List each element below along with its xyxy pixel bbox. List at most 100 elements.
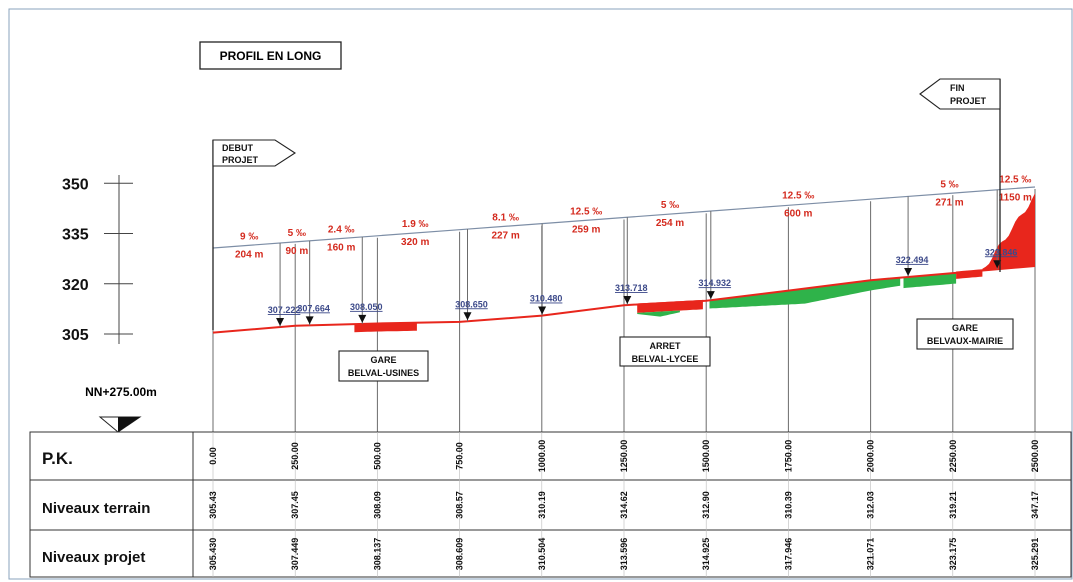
station-gare-belval-usines: GARE BELVAL-USINES <box>338 350 429 382</box>
projet-cell: 321.071 <box>866 538 876 571</box>
cut-area-main <box>709 278 901 309</box>
y-tick-label: 335 <box>62 227 89 244</box>
break-point-marker <box>993 260 1002 269</box>
pk-cell: 0.00 <box>208 447 218 465</box>
start-marker-line2: PROJET <box>222 155 259 165</box>
segment-length: 90 m <box>285 246 308 257</box>
terrain-cell: 307.45 <box>290 491 300 519</box>
station-label: GARE <box>952 323 978 333</box>
pk-cell: 2250.00 <box>948 440 958 473</box>
projet-cell: 313.596 <box>619 538 629 571</box>
break-point-marker <box>623 296 632 305</box>
terrain-cell: 305.43 <box>208 491 218 519</box>
break-point-elevation: 307.664 <box>297 303 330 313</box>
pk-cell: 1000.00 <box>537 440 547 473</box>
y-tick-label: 320 <box>62 277 89 294</box>
break-point-marker <box>305 316 314 325</box>
pk-cell: 1750.00 <box>783 440 793 473</box>
station-label2: BELVAUX-MAIRIE <box>927 336 1003 346</box>
terrain-cell: 308.09 <box>372 491 382 519</box>
projet-cell: 317.946 <box>783 538 793 571</box>
pk-cell: 500.00 <box>372 442 382 470</box>
fill-area-belval-usines <box>354 322 417 333</box>
datum-triangle-fill <box>118 417 140 432</box>
pk-cell: 2000.00 <box>866 440 876 473</box>
grade-value: 12.5 ‰ <box>999 174 1031 185</box>
projet-cell: 310.504 <box>537 538 547 571</box>
break-point-elevation: 322.494 <box>896 255 929 265</box>
table-header-terrain: Niveaux terrain <box>42 500 150 517</box>
terrain-cell: 319.21 <box>948 491 958 519</box>
projet-cell: 323.175 <box>948 538 958 571</box>
end-marker-line2: PROJET <box>950 96 987 106</box>
pk-cell: 250.00 <box>290 442 300 470</box>
pk-cell: 2500.00 <box>1030 440 1040 473</box>
fill-area-end <box>982 193 1035 271</box>
segment-length: 320 m <box>401 237 429 248</box>
terrain-cell: 347.17 <box>1030 491 1040 519</box>
segment-length: 259 m <box>572 224 600 235</box>
grade-value: 5 ‰ <box>661 200 679 211</box>
projet-cell: 308.609 <box>455 538 465 571</box>
projet-cell: 325.291 <box>1030 538 1040 571</box>
station-label2: BELVAL-USINES <box>348 368 419 378</box>
segment-length: 271 m <box>935 197 963 208</box>
y-ticks: 305 320 335 350 <box>62 176 133 344</box>
projet-cell: 307.449 <box>290 538 300 571</box>
break-point-marker <box>706 291 715 300</box>
break-point-marker <box>358 314 367 323</box>
station-label2: BELVAL-LYCEE <box>632 354 699 364</box>
segment-length: 600 m <box>784 209 812 220</box>
segment-length: 1150 m <box>999 192 1032 203</box>
segment-length: 160 m <box>327 242 355 253</box>
break-point-elevation: 308.050 <box>350 302 383 312</box>
grade-value: 12.5 ‰ <box>782 191 814 202</box>
data-table: P.K. Niveaux terrain Niveaux projet 0.00… <box>29 431 1072 578</box>
profile-lines <box>212 265 1036 334</box>
end-marker: FIN PROJET <box>919 78 1001 272</box>
title: PROFIL EN LONG <box>220 49 322 63</box>
table-header-projet: Niveaux projet <box>42 549 145 566</box>
end-marker-line1: FIN <box>950 83 965 93</box>
table-cells: 0.00 250.00 500.00 750.00 1000.00 1250.00 1500… <box>208 432 1040 577</box>
break-point-elevation: 308.650 <box>455 299 488 309</box>
break-point-elevation: 323.846 <box>985 247 1018 257</box>
grade-value: 5 ‰ <box>288 228 306 239</box>
break-point-marker <box>538 306 547 315</box>
segment-length: 204 m <box>235 249 263 260</box>
grade-line: 9 ‰ 204 m 5 ‰ 90 m 2.4 ‰ 160 m 1.9 ‰ 320 m 8.1 ‰… <box>212 174 1036 260</box>
break-point-marker <box>904 267 913 276</box>
projet-cell: 305.430 <box>208 538 218 571</box>
pk-cell: 1250.00 <box>619 440 629 473</box>
datum-label: NN+275.00m <box>85 385 157 399</box>
grade-value: 12.5 ‰ <box>570 206 602 217</box>
station-arret-belval-lycee: ARRET BELVAL-LYCEE <box>619 336 711 367</box>
y-tick-label: 305 <box>62 327 89 344</box>
pk-cell: 750.00 <box>455 442 465 470</box>
series-line-projet <box>212 265 1036 334</box>
terrain-cell: 310.39 <box>783 491 793 519</box>
break-point-marker <box>276 318 285 327</box>
grade-reference-line <box>212 186 1036 249</box>
break-point-elevation: 310.480 <box>530 294 563 304</box>
break-point-elevation: 314.932 <box>699 278 732 288</box>
projet-cell: 314.925 <box>701 538 711 571</box>
break-point-elevation: 307.222 <box>268 305 301 315</box>
terrain-cell: 312.90 <box>701 491 711 519</box>
table-header-pk: P.K. <box>42 449 73 468</box>
grade-value: 1.9 ‰ <box>402 219 429 230</box>
station-label: GARE <box>370 355 396 365</box>
y-tick-label: 350 <box>62 176 89 193</box>
projet-cell: 308.137 <box>372 538 382 571</box>
station-label: ARRET <box>650 341 682 351</box>
title-box <box>199 41 342 70</box>
terrain-cell: 308.57 <box>455 491 465 519</box>
pk-cell: 1500.00 <box>701 440 711 473</box>
grade-value: 9 ‰ <box>240 231 258 242</box>
cut-fill-areas <box>354 193 1035 333</box>
grade-value: 5 ‰ <box>940 179 958 190</box>
drawing-frame <box>8 8 1073 580</box>
station-gare-belvaux-mairie: GARE BELVAUX-MAIRIE <box>916 318 1014 350</box>
segment-length: 254 m <box>656 218 684 229</box>
